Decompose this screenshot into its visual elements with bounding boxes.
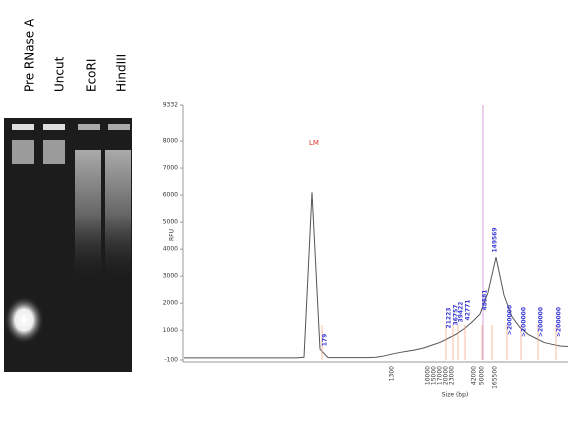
x-axis-label: Size (bp) — [442, 392, 469, 399]
peak-label: >200000 — [538, 307, 545, 337]
y-tick-label: 4000 — [163, 246, 178, 253]
x-tick-label: 165500 — [492, 366, 499, 389]
well — [12, 124, 34, 130]
well — [43, 124, 65, 130]
lane-label: EcoRI — [85, 59, 99, 92]
peak-label: 36757 — [453, 305, 460, 326]
peak-label: 149569 — [492, 227, 499, 252]
peak-label: 48581 — [482, 290, 489, 311]
peak-label: 21223 — [446, 308, 453, 329]
x-tick-label: 1300 — [389, 366, 396, 381]
trace — [184, 192, 568, 359]
y-tick-label: -100 — [164, 357, 178, 364]
smear — [75, 150, 101, 280]
y-tick-label: 2000 — [163, 300, 178, 307]
peak-label: 39422 — [458, 302, 465, 323]
band — [43, 140, 65, 164]
peak-label: 42771 — [465, 300, 472, 321]
x-tick-label: 42000 — [471, 366, 478, 385]
lane-label: HindIII — [115, 54, 129, 92]
rna-blob — [4, 296, 44, 344]
x-tick-label: 20000 — [443, 366, 450, 385]
y-tick-label: 1000 — [163, 327, 178, 334]
peak-label: >200000 — [521, 307, 528, 337]
well — [108, 124, 130, 130]
y-tick-label: 3000 — [163, 273, 178, 280]
smear — [105, 150, 131, 280]
lane-label: Pre RNase A — [23, 18, 37, 92]
well — [78, 124, 100, 130]
peak-label: >200000 — [507, 305, 514, 335]
y-tick-label: 5000 — [163, 219, 178, 226]
y-axis-label: RFU — [169, 229, 176, 241]
lane-label: Uncut — [53, 56, 67, 92]
x-tick-label: 10000 — [425, 366, 432, 385]
marker-label: LM — [309, 139, 319, 147]
x-tick-label: 15000 — [431, 366, 438, 385]
x-tick-label: 23000 — [449, 366, 456, 385]
x-tick-label: 50000 — [479, 366, 486, 385]
peak-label: >200000 — [556, 307, 563, 337]
y-tick-label: 6000 — [163, 192, 178, 199]
band — [12, 140, 34, 164]
y-tick-label: 9332 — [163, 102, 178, 109]
y-tick-label: 7000 — [163, 165, 178, 172]
x-tick-label: 17000 — [437, 366, 444, 385]
peak-label: 179 — [322, 334, 329, 347]
y-tick-label: 8000 — [163, 138, 178, 145]
